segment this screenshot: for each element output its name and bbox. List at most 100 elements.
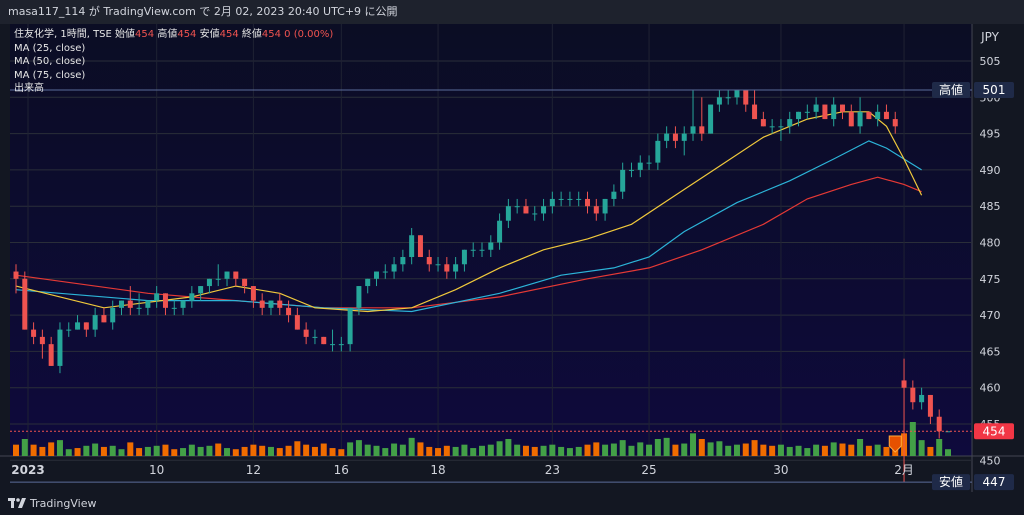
- volume-bar: [241, 446, 248, 456]
- high-label-tag: [932, 82, 970, 99]
- candle-body: [242, 278, 248, 287]
- candle-body: [110, 307, 116, 323]
- candle-body: [699, 126, 705, 134]
- candle-body: [839, 104, 845, 112]
- candle-body: [813, 104, 819, 112]
- candle-body: [532, 213, 538, 215]
- volume-bar: [760, 444, 767, 456]
- chart-area[interactable]: 505500495490485480475470465460455450 202…: [0, 24, 1024, 492]
- volume-bar: [821, 445, 828, 456]
- volume-bar: [303, 444, 310, 456]
- candle-body: [646, 162, 652, 164]
- candle-body: [655, 140, 661, 163]
- volume-bar: [549, 444, 556, 456]
- time-axis[interactable]: 2023 10 12 16 18 23 25 30 2月: [11, 463, 914, 477]
- price-axis[interactable]: 505500495490485480475470465460455450: [980, 55, 1001, 467]
- candle-body: [347, 307, 353, 345]
- earnings-flag-icon: [888, 435, 902, 453]
- time-tick-label: 18: [430, 463, 445, 477]
- volume-bar: [197, 446, 204, 456]
- volume-bar: [558, 446, 565, 456]
- candlestick-chart[interactable]: 505500495490485480475470465460455450 202…: [0, 24, 1024, 492]
- volume-bar: [232, 449, 239, 456]
- legend-volume[interactable]: 出来高: [14, 83, 44, 94]
- candle-body: [734, 90, 740, 98]
- legend-symbol-row: 住友化学, 1時間, TSE 始値454 高値454 安値454 終値454 0…: [14, 28, 333, 42]
- volume-bar: [30, 444, 37, 456]
- tradingview-logo-icon: [8, 498, 26, 508]
- volume-bar: [874, 444, 881, 456]
- candle-body: [910, 387, 916, 403]
- candle-body: [180, 300, 186, 308]
- legend-ma75[interactable]: MA (75, close): [14, 69, 86, 81]
- high-price-tag: [974, 82, 1014, 99]
- candle-body: [22, 278, 28, 330]
- volume-bar: [654, 439, 661, 456]
- high-price-value: 501: [983, 83, 1006, 97]
- volume-bar: [162, 444, 169, 456]
- volume-bar: [663, 437, 670, 456]
- candle-body: [936, 416, 942, 432]
- candle-body: [400, 257, 406, 265]
- volume-bar: [364, 444, 371, 456]
- volume-bar: [338, 449, 345, 456]
- volume-bar: [479, 445, 485, 456]
- volume-bar: [637, 442, 644, 456]
- candle-body: [330, 344, 336, 346]
- current-price-value: 454: [983, 424, 1006, 438]
- high-label-text: 高値: [939, 82, 963, 97]
- volume-bar: [39, 446, 46, 456]
- candle-body: [470, 249, 476, 251]
- volume-bar: [918, 440, 925, 456]
- grid-lines: [10, 24, 972, 461]
- volume-bar: [48, 442, 55, 456]
- brand-name[interactable]: TradingView: [30, 497, 97, 510]
- time-tick-label: 25: [641, 463, 656, 477]
- candle-body: [927, 394, 933, 417]
- candle-body: [92, 315, 98, 330]
- candle-body: [426, 257, 432, 265]
- candle-body: [672, 133, 678, 141]
- candle-body: [804, 111, 810, 113]
- volume-bar: [373, 445, 380, 456]
- current-price-tag: [974, 423, 1014, 440]
- volume-bar: [584, 444, 591, 456]
- volume-bar: [452, 446, 459, 456]
- volume-bar: [742, 443, 749, 456]
- volume-bar: [206, 445, 213, 456]
- candle-body: [365, 278, 371, 287]
- candle-body: [514, 206, 520, 208]
- volume-bar: [804, 448, 811, 456]
- volume-bar: [118, 449, 125, 456]
- legend-ma50[interactable]: MA (50, close): [14, 56, 86, 67]
- candle-body: [708, 104, 714, 134]
- publish-info-text: masa117_114 が TradingView.com で 2月 02, 2…: [8, 5, 398, 18]
- volume-bar: [777, 444, 784, 456]
- candle-body: [541, 206, 547, 214]
- time-tick-label: 2月: [894, 463, 914, 477]
- volume-bar: [347, 442, 354, 456]
- candle-body: [628, 169, 634, 171]
- candle-body: [576, 198, 582, 200]
- volume-bar: [74, 448, 81, 456]
- price-tick-label: 480: [980, 237, 1001, 250]
- candle-body: [892, 119, 898, 127]
- candle-body: [373, 271, 379, 279]
- earnings-marker[interactable]: [888, 435, 902, 453]
- volume-bar: [259, 445, 266, 456]
- candle-body: [769, 126, 775, 128]
- candle-body: [57, 329, 63, 366]
- volume-bar: [320, 443, 327, 456]
- volume-bar: [56, 440, 63, 456]
- legend-ma25[interactable]: MA (25, close): [14, 42, 86, 54]
- low-price-value: 447: [983, 475, 1006, 489]
- candle-body: [48, 344, 54, 366]
- volume-bar: [329, 448, 336, 456]
- candle-body: [391, 264, 397, 272]
- candle-body: [505, 206, 511, 221]
- volume-bar: [311, 446, 318, 456]
- volume-bar: [461, 444, 468, 456]
- candle-body: [479, 249, 485, 251]
- candle-body: [435, 264, 441, 266]
- candle-body: [66, 329, 72, 331]
